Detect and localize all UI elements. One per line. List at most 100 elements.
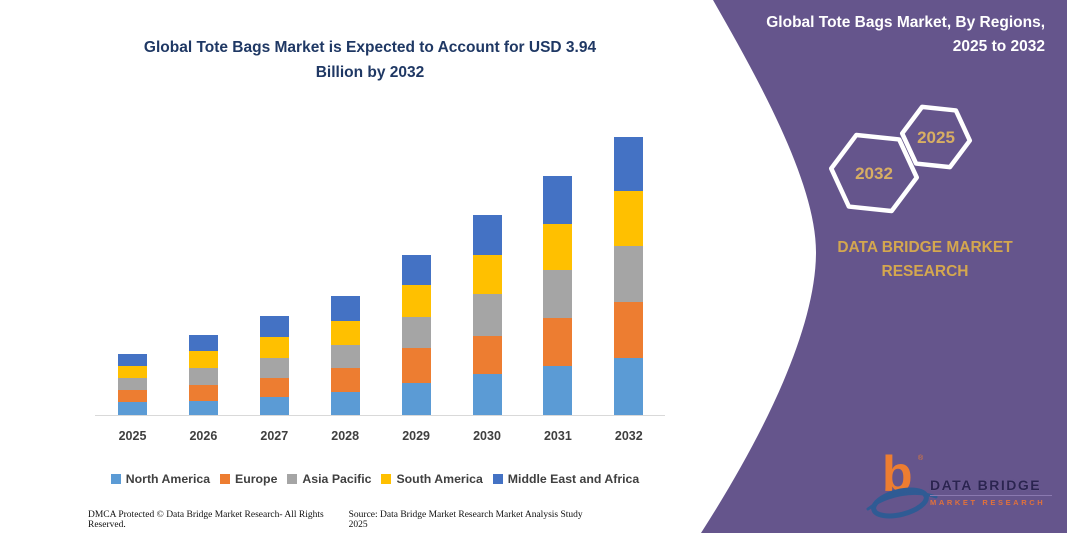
bar-segment — [118, 402, 147, 415]
stacked-bar-2029 — [401, 254, 431, 415]
logo-d-swoosh-icon — [866, 487, 938, 519]
bar-segment — [614, 302, 644, 358]
bar-segment — [614, 357, 644, 415]
bar-segment — [259, 377, 289, 397]
dbmr-logo: b ® DATA BRIDGE MARKET RESEARCH — [866, 449, 1061, 525]
bar-segment — [472, 214, 502, 255]
bar-segment — [401, 316, 431, 348]
bar-segment — [118, 390, 147, 403]
bar-segment — [401, 383, 431, 415]
stacked-bar-2030 — [472, 214, 502, 415]
bar-segment — [259, 336, 289, 358]
legend-swatch-icon — [220, 474, 231, 484]
logo-divider — [930, 495, 1052, 496]
bar-segment — [118, 353, 147, 366]
bar-segment — [543, 366, 573, 415]
hexagon-2032-outline — [828, 132, 920, 214]
bar-segment — [330, 296, 360, 322]
legend-item: Middle East and Africa — [492, 472, 640, 486]
bar-segment — [472, 374, 502, 415]
hexagon-2025-label: 2025 — [917, 128, 955, 147]
x-tick-label: 2026 — [189, 429, 218, 443]
bar-segment — [188, 384, 218, 401]
logo-subname: MARKET RESEARCH — [930, 498, 1046, 507]
chart-legend: North America Europe Asia Pacific South Ame… — [80, 472, 670, 486]
footer: DMCA Protected © Data Bridge Market Rese… — [88, 510, 590, 530]
chart-title-line1: Global Tote Bags Market is Expected to A… — [143, 39, 597, 56]
x-tick-label: 2027 — [260, 429, 289, 443]
legend-swatch-icon — [110, 474, 121, 484]
panel-heading-line1: Global Tote Bags Market, By Regions, — [766, 14, 1045, 31]
bar-segment — [401, 285, 431, 317]
legend-label: Middle East and Africa — [507, 472, 640, 486]
legend-label: Asia Pacific — [302, 472, 372, 486]
hexagon-2032-label: 2032 — [855, 164, 893, 183]
legend-item: South America — [381, 472, 483, 486]
bar-segment — [188, 334, 218, 351]
bar-segment — [330, 391, 360, 415]
panel-heading-line2: 2025 to 2032 — [952, 38, 1045, 56]
hexagon-badges: 2032 2025 — [828, 104, 973, 214]
x-tick-label: 2025 — [118, 429, 147, 443]
bar-segment — [118, 365, 147, 378]
legend-item: Asia Pacific — [287, 472, 371, 486]
bar-segment — [472, 294, 502, 337]
bar-segment — [259, 357, 289, 378]
hexagon-2032 — [828, 132, 920, 214]
legend-item: North America — [110, 472, 211, 486]
stacked-bar-2031 — [543, 176, 573, 415]
bar-segment — [614, 246, 644, 303]
bar-segment — [188, 400, 218, 415]
logo-name: DATA BRIDGE — [930, 477, 1042, 493]
bar-segment — [401, 347, 431, 384]
stacked-bar-2032 — [614, 137, 644, 415]
bar-segment — [543, 176, 573, 224]
x-tick-label: 2032 — [614, 429, 643, 443]
bar-segment — [614, 137, 644, 192]
bar-segment — [543, 270, 573, 319]
bar-segment — [472, 254, 502, 295]
logo-text: DATA BRIDGE MARKET RESEARCH — [930, 477, 1056, 507]
panel-heading: Global Tote Bags Market, By Regions, 202… — [735, 11, 1045, 59]
x-tick-label: 2031 — [543, 429, 572, 443]
legend-swatch-icon — [287, 474, 298, 484]
hexagon-2025-outline — [899, 104, 973, 170]
legend-label: Europe — [235, 472, 278, 486]
chart-title: Global Tote Bags Market is Expected to A… — [85, 36, 655, 86]
bar-segment — [188, 350, 218, 368]
bar-segment — [330, 367, 360, 392]
logo-registered-icon: ® — [918, 455, 924, 462]
bar-segment — [188, 367, 218, 385]
bar-segment — [259, 316, 289, 337]
bar-segment — [543, 318, 573, 367]
legend-label: North America — [125, 472, 211, 486]
footer-copyright: DMCA Protected © Data Bridge Market Rese… — [88, 510, 324, 530]
brand-line2: RESEARCH — [881, 263, 969, 281]
footer-source: Source: Data Bridge Market Research Mark… — [348, 510, 583, 530]
legend-swatch-icon — [492, 474, 503, 484]
stacked-bar-plot: 2025 2026 2027 2028 2029 2030 2031 2032 — [95, 120, 665, 443]
brand-wordmark: DATA BRIDGE MARKET RESEARCH — [795, 236, 1055, 284]
legend-swatch-icon — [381, 474, 392, 484]
brand-line1: DATA BRIDGE MARKET — [837, 239, 1013, 256]
bar-segment — [118, 377, 147, 391]
x-tick-label: 2029 — [402, 429, 430, 443]
x-tick-label: 2028 — [331, 429, 360, 443]
bar-segment — [472, 336, 502, 375]
hexagon-2025 — [899, 104, 973, 170]
bar-segment — [259, 396, 289, 415]
stacked-bar-2027 — [259, 316, 289, 415]
legend-label: South America — [396, 472, 483, 486]
stacked-bar-2026 — [188, 334, 218, 415]
bar-segment — [401, 254, 431, 286]
stacked-bar-2025 — [118, 353, 147, 415]
bar-segment — [330, 345, 360, 368]
bar-segment — [614, 191, 644, 247]
bar-segment — [330, 321, 360, 346]
x-tick-label: 2030 — [473, 429, 501, 443]
chart-title-line2: Billion by 2032 — [315, 63, 425, 81]
legend-item: Europe — [220, 472, 277, 486]
bar-segment — [543, 223, 573, 271]
side-panel-shape — [701, 0, 1067, 533]
